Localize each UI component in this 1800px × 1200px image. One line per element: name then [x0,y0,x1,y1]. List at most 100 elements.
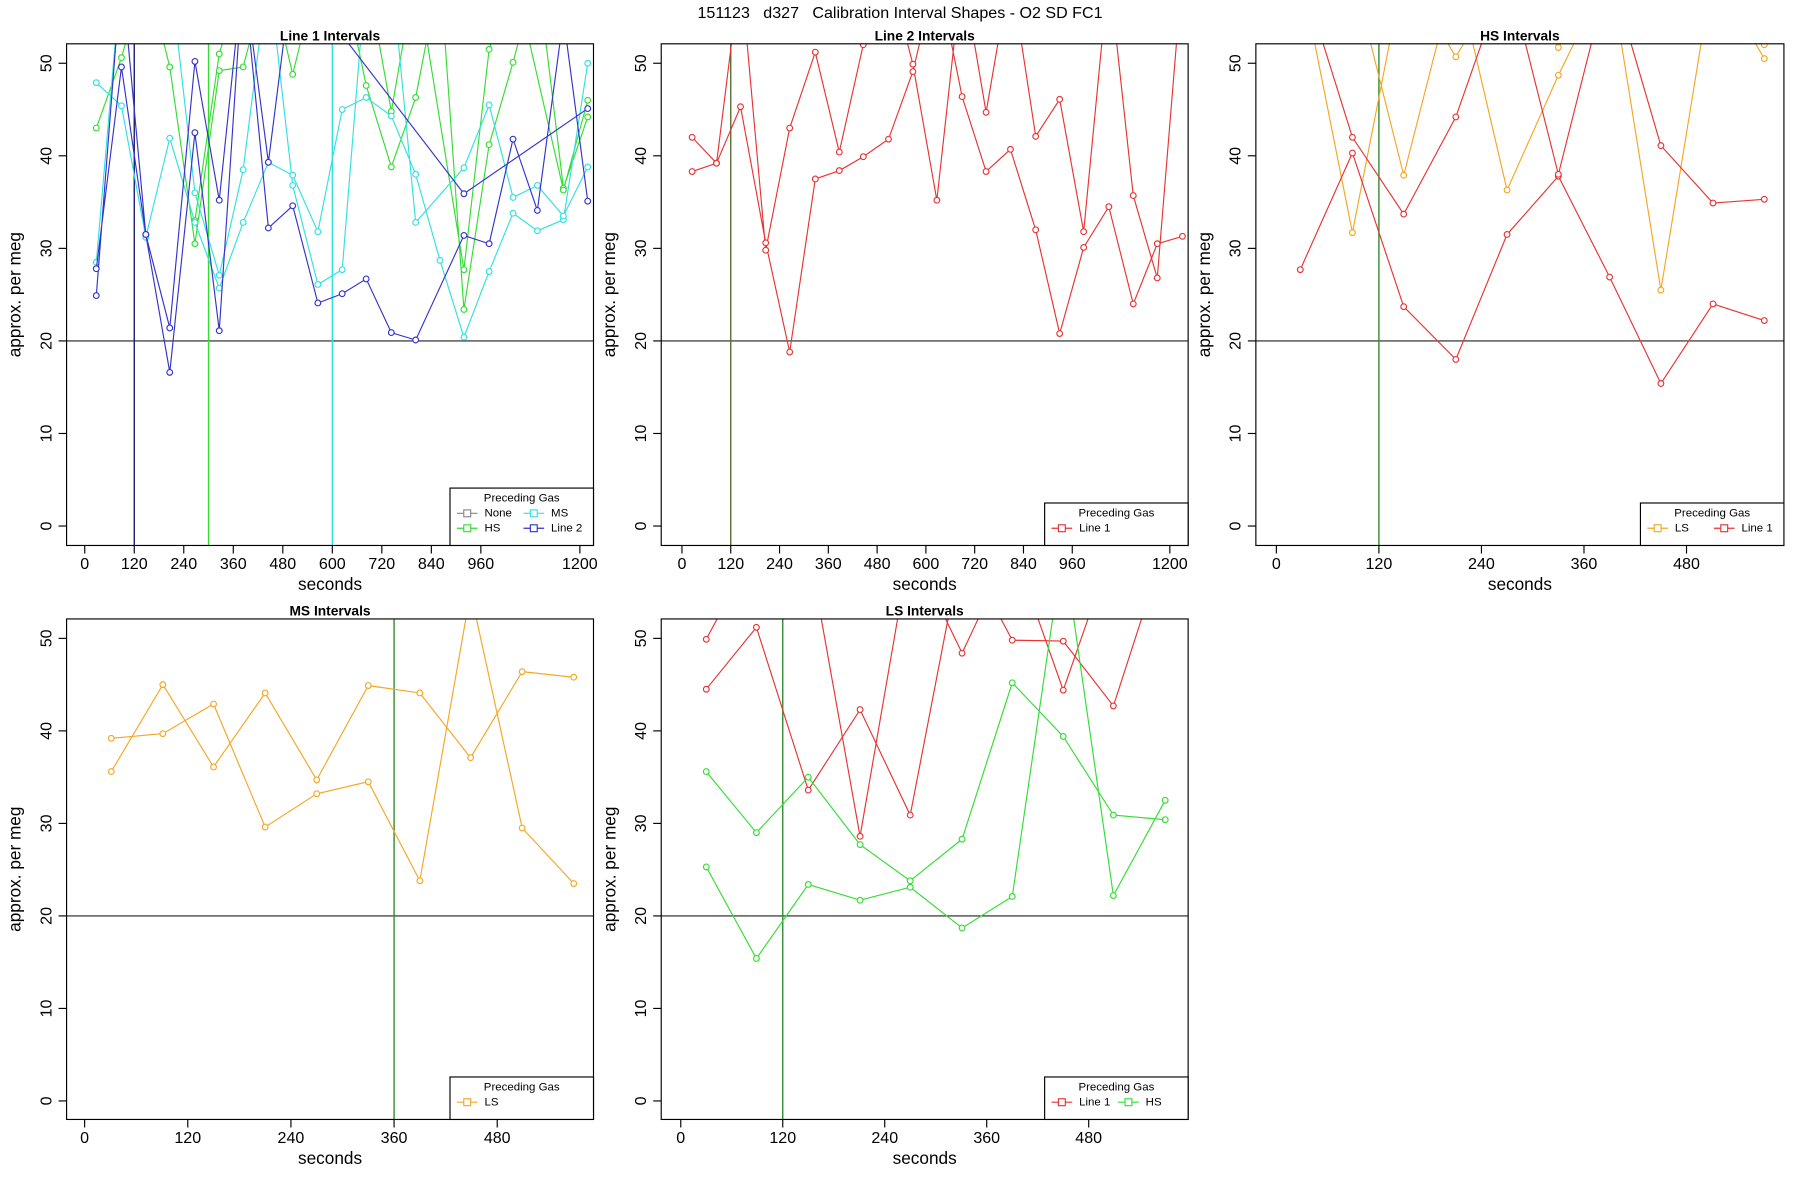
point [313,776,321,784]
point [364,682,372,689]
point [314,281,322,288]
point [1348,133,1356,141]
point [239,219,247,226]
point [518,824,526,832]
x-tick-label: 240 [278,1129,305,1147]
point [387,163,395,171]
point [982,108,990,116]
y-axis-label: approx. per meg [5,807,25,932]
point [1760,43,1768,49]
plot-frame [1255,43,1785,547]
point [1056,95,1064,103]
point [191,189,199,197]
point [1503,231,1511,238]
point [1008,679,1016,687]
point [210,700,218,708]
point [460,306,468,313]
x-tick-label: 600 [319,555,346,573]
y-tick-label: 30 [37,239,55,257]
point [460,231,468,239]
point [786,124,794,132]
point [752,829,760,837]
point [159,681,167,689]
point [1161,796,1169,804]
y-tick-label: 50 [632,54,650,72]
x-tick-label: 360 [1571,555,1598,573]
point [1554,44,1562,51]
legend-title: Preceding Gas [484,492,560,504]
point [485,268,493,275]
point [1153,274,1161,282]
y-tick-label: 50 [37,629,55,647]
point [1059,686,1067,694]
series-line [110,618,575,884]
x-tick-label: 0 [677,555,686,573]
legend-box [1044,502,1189,547]
x-tick-label: 360 [381,1129,408,1147]
point [416,689,424,697]
point [688,168,696,175]
point [1008,893,1016,900]
x-tick-label: 360 [973,1129,1000,1147]
legend-label: LS [484,1096,498,1108]
point [509,58,517,66]
point [1129,300,1137,308]
point [570,673,578,681]
legend-symbol [1057,524,1066,533]
point [1109,702,1117,710]
point [702,768,710,776]
y-tick-label: 40 [37,147,55,165]
point [362,82,370,89]
point [533,227,541,235]
point [1452,113,1460,121]
point [191,219,199,226]
legend-label: HS [1146,1096,1162,1108]
y-tick-label: 40 [632,147,650,165]
point [933,196,941,204]
point [261,689,269,697]
point [1452,355,1460,363]
y-axis-label: approx. per meg [5,232,25,357]
point [1400,303,1408,311]
legend-title: Preceding Gas [1078,507,1154,519]
point [518,668,526,676]
point [261,823,269,831]
point [752,623,760,631]
point [584,105,592,113]
point [804,773,812,781]
point [107,734,115,742]
point [338,106,346,113]
x-tick-label: 240 [1468,555,1495,573]
point [688,133,696,141]
point [1554,170,1562,178]
plot-area [1255,43,1784,546]
point [1109,811,1117,819]
point [485,141,493,149]
y-tick-label: 10 [1227,424,1245,442]
x-tick-label: 0 [1272,555,1281,573]
point [412,94,420,101]
point [92,79,100,87]
x-tick-label: 360 [815,555,842,573]
point [859,43,867,49]
panel-title: Line 1 Intervals [280,29,381,44]
y-tick-label: 40 [37,722,55,740]
legend-symbol [463,509,472,518]
point [460,164,468,172]
legend-box [449,1076,595,1121]
point [485,240,493,248]
point [1400,171,1408,179]
point [856,841,864,849]
x-tick-label: 720 [961,555,988,573]
legend-symbol [1720,524,1729,533]
point [1709,199,1717,207]
legend-title: Preceding Gas [484,1081,560,1093]
point [362,275,370,283]
point [1400,210,1408,218]
legend-box [449,487,595,547]
point [958,93,966,101]
point [239,166,247,174]
x-tick-label: 240 [766,555,793,573]
point [387,112,395,120]
